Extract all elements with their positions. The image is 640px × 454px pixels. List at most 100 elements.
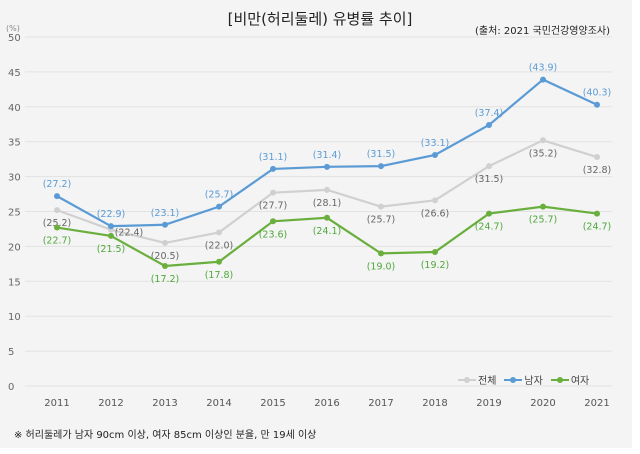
- data-label: (25.7): [205, 190, 234, 201]
- data-label: (25.7): [529, 215, 558, 226]
- data-point: [324, 186, 330, 193]
- data-label: (22.7): [43, 236, 72, 247]
- y-tick-label: 15: [8, 277, 21, 288]
- data-label: (32.8): [583, 165, 612, 176]
- y-tick-label: 40: [8, 103, 21, 114]
- data-point: [54, 193, 60, 200]
- data-point: [216, 229, 222, 236]
- legend-label: 전체: [478, 376, 497, 387]
- data-label: (24.7): [475, 222, 504, 233]
- data-label: (25.7): [367, 215, 396, 226]
- x-tick-label: 2016: [314, 398, 339, 409]
- data-label: (28.1): [313, 198, 342, 209]
- data-label: (37.4): [475, 108, 504, 119]
- legend-label: 여자: [570, 376, 590, 387]
- data-point: [378, 250, 384, 257]
- data-label: (24.1): [313, 226, 342, 237]
- y-axis-unit: (%): [6, 24, 20, 33]
- data-point: [540, 76, 546, 83]
- legend-swatch: [458, 376, 476, 383]
- data-point: [216, 203, 222, 210]
- legend-item-male[interactable]: 남자: [504, 372, 543, 387]
- data-point: [540, 203, 546, 210]
- data-label: (19.2): [421, 260, 450, 271]
- data-label: (22.0): [205, 240, 234, 251]
- source-text: (출처: 2021 국민건강영양조사): [475, 26, 610, 37]
- data-point: [270, 218, 276, 225]
- y-tick-label: 30: [8, 173, 21, 184]
- y-tick-label: 50: [8, 33, 21, 44]
- data-label: (24.7): [583, 222, 612, 233]
- x-tick-label: 2021: [584, 398, 609, 409]
- footnote: ※ 허리둘레가 남자 90cm 이상, 여자 85cm 이상인 분율, 만 19…: [14, 430, 317, 441]
- y-tick-label: 20: [8, 242, 21, 253]
- data-point: [54, 207, 60, 214]
- line-chart: 0 5 10 15 20 25 30 35 40 45 50 2011 2012 2013 2014 2015…: [8, 33, 612, 409]
- y-tick-label: 45: [8, 68, 21, 79]
- data-label: (27.2): [43, 179, 72, 190]
- chart-container: [비만(허리둘레) 유병률 추이] (출처: 2021 국민건강영양조사) (%…: [0, 0, 632, 448]
- data-label: (20.5): [151, 251, 180, 262]
- data-label: (26.6): [421, 208, 450, 219]
- y-tick-label: 35: [8, 138, 21, 149]
- data-label: (25.2): [43, 218, 72, 229]
- x-tick-label: 2011: [44, 398, 69, 409]
- x-tick-label: 2017: [368, 398, 393, 409]
- data-label: (23.6): [259, 229, 288, 240]
- data-point: [486, 163, 492, 170]
- data-label: (23.1): [151, 208, 180, 219]
- legend-item-female[interactable]: 여자: [550, 372, 590, 387]
- legend-swatch: [504, 376, 523, 383]
- legend: 전체 남자 여자: [458, 372, 589, 387]
- data-point: [540, 137, 546, 144]
- data-point: [54, 224, 60, 231]
- y-tick-label: 5: [8, 347, 14, 358]
- data-point: [162, 221, 168, 228]
- data-point: [162, 262, 168, 269]
- x-tick-label: 2012: [98, 398, 123, 409]
- data-point: [270, 165, 276, 172]
- data-point: [594, 154, 600, 161]
- data-label: (17.2): [151, 274, 180, 285]
- data-label: (40.3): [583, 88, 612, 99]
- y-tick-label: 10: [8, 312, 21, 323]
- data-point: [162, 239, 168, 246]
- data-point: [324, 214, 330, 221]
- x-tick-label: 2020: [530, 398, 555, 409]
- data-label: (31.5): [367, 149, 396, 160]
- data-point: [486, 121, 492, 128]
- data-label: (43.9): [529, 63, 558, 74]
- data-point: [270, 189, 276, 196]
- x-tick-label: 2013: [152, 398, 177, 409]
- legend-label: 남자: [524, 376, 543, 387]
- data-label: (35.2): [529, 148, 558, 159]
- data-label: (22.4): [115, 228, 144, 239]
- data-point: [486, 210, 492, 217]
- data-point: [324, 163, 330, 170]
- data-point: [378, 203, 384, 210]
- data-point: [108, 232, 114, 239]
- data-label: (31.1): [259, 152, 288, 163]
- data-point: [432, 248, 438, 255]
- data-point: [108, 223, 114, 230]
- x-tick-label: 2014: [206, 398, 231, 409]
- data-point: [432, 151, 438, 158]
- x-tick-label: 2018: [422, 398, 447, 409]
- data-label: (33.1): [421, 138, 450, 149]
- data-label: (19.0): [367, 261, 396, 272]
- data-label: (27.7): [259, 201, 288, 212]
- x-tick-label: 2015: [260, 398, 285, 409]
- legend-item-total[interactable]: 전체: [458, 372, 496, 387]
- data-label: (31.4): [313, 150, 342, 161]
- data-point: [432, 197, 438, 204]
- data-label: (31.5): [475, 174, 504, 185]
- data-label: (22.9): [97, 209, 126, 220]
- data-point: [594, 210, 600, 217]
- legend-swatch: [550, 376, 569, 383]
- data-label: (21.5): [97, 244, 126, 255]
- data-point: [594, 101, 600, 108]
- data-point: [378, 163, 384, 170]
- x-tick-label: 2019: [476, 398, 501, 409]
- data-label: (17.8): [205, 270, 234, 281]
- chart-title: [비만(허리둘레) 유병률 추이]: [227, 10, 413, 28]
